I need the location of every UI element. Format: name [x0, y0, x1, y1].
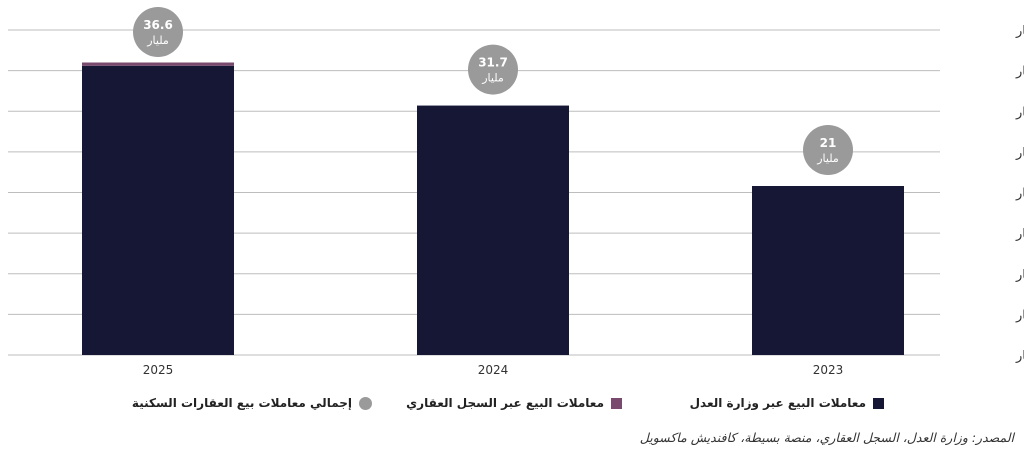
- y-tick-label: 5 مليار: [1015, 308, 1024, 323]
- total-unit-label: مليار: [816, 152, 839, 165]
- legend-dot-total: [359, 396, 372, 410]
- legend-label-registry: معاملات البيع عبر السجل العقاري: [406, 396, 604, 410]
- bar-moj: [417, 105, 569, 355]
- legend-swatch-moj: [873, 397, 884, 409]
- y-tick-label: 20 مليار: [1015, 187, 1024, 202]
- y-tick-label: 25 مليار: [1015, 146, 1024, 161]
- total-bubble: [468, 44, 518, 95]
- bar-registry: [82, 62, 234, 66]
- chart-legend: معاملات البيع عبر وزارة العدل معاملات ال…: [0, 396, 1024, 416]
- total-bubble: [133, 7, 183, 57]
- legend-item-registry: معاملات البيع عبر السجل العقاري: [406, 396, 622, 410]
- y-tick-label: 35 مليار: [1015, 65, 1024, 80]
- y-tick-label: 15 مليار: [1015, 227, 1024, 242]
- legend-swatch-registry: [611, 397, 622, 409]
- x-tick-label: 2025: [143, 363, 174, 377]
- y-tick-label: 30 مليار: [1015, 105, 1024, 120]
- x-tick-label: 2023: [813, 363, 844, 377]
- legend-item-total: إجمالي معاملات بيع العقارات السكنية: [132, 396, 372, 410]
- total-unit-label: مليار: [481, 72, 504, 85]
- bar-moj: [752, 186, 904, 355]
- y-tick-label: 10 مليار: [1015, 268, 1024, 283]
- legend-item-moj: معاملات البيع عبر وزارة العدل: [690, 396, 884, 410]
- total-unit-label: مليار: [146, 34, 169, 47]
- x-tick-label: 2024: [478, 363, 509, 377]
- total-value-label: 21: [820, 136, 837, 150]
- legend-label-total: إجمالي معاملات بيع العقارات السكنية: [131, 396, 352, 410]
- total-value-label: 31.7: [478, 56, 508, 70]
- source-note: المصدر: وزارة العدل، السجل العقاري، منصة…: [639, 430, 1014, 445]
- y-tick-label: 40 مليار: [1015, 24, 1024, 39]
- bar-moj: [82, 65, 234, 355]
- total-bubble: [803, 125, 853, 175]
- total-value-label: 36.6: [143, 18, 173, 32]
- y-tick-label: 0 مليار: [1015, 349, 1024, 364]
- legend-label-moj: معاملات البيع عبر وزارة العدل: [689, 396, 866, 410]
